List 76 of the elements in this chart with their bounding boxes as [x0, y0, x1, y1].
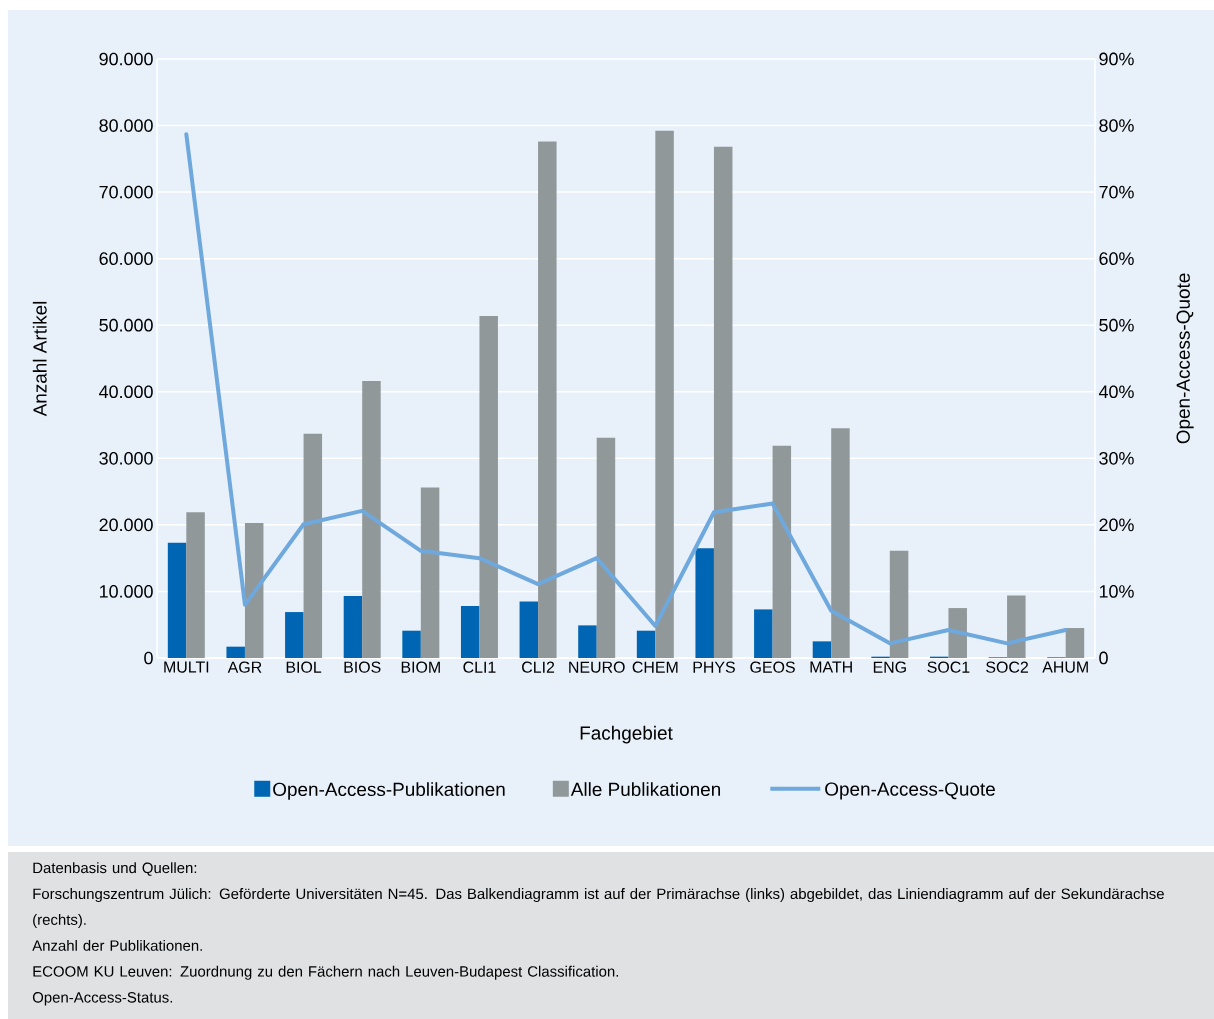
x-tick-label: SOC1	[927, 661, 970, 673]
bar	[479, 315, 498, 658]
bar	[636, 630, 656, 658]
bar	[596, 437, 616, 658]
bar	[420, 487, 440, 658]
bar	[889, 550, 909, 658]
legend-label: Open-Access-Publikationen	[273, 782, 505, 800]
y-tick-label: 40.000	[99, 385, 153, 399]
bar	[519, 601, 539, 658]
x-tick-label: BIOM	[401, 661, 440, 673]
y-tick-label: 50.000	[99, 318, 153, 332]
x-tick-label: AHUM	[1042, 661, 1088, 673]
y2-tick-label: 60%	[1099, 252, 1134, 265]
y-tick-label: 0	[144, 651, 153, 665]
x-tick-label: AGR	[227, 661, 262, 673]
y2-tick-label: 90%	[1099, 52, 1134, 66]
legend-label: Open-Access-Quote	[825, 782, 995, 800]
y-tick-label: 10.000	[100, 585, 153, 598]
x-tick-label: CLI2	[522, 661, 555, 673]
bar	[186, 512, 205, 658]
bar	[812, 641, 832, 658]
bar	[655, 130, 674, 658]
bar	[362, 381, 381, 658]
text: Anzahl der Publikationen.	[32, 939, 202, 951]
x-tick-label: NEURO	[569, 661, 625, 673]
x-tick-label: MULTI	[164, 661, 209, 673]
y2-tick-label: 20%	[1099, 518, 1134, 532]
y2-tick-label: 80%	[1099, 119, 1134, 132]
y2-tick-label: 70%	[1099, 185, 1134, 199]
y2-axis-title: Open-Access-Quote	[1176, 273, 1194, 444]
x-tick-label: GEOS	[750, 661, 795, 673]
x-tick-label: MATH	[810, 661, 852, 673]
text: Open-Access-Status.	[32, 992, 173, 1006]
y-tick-label: 70.000	[99, 185, 153, 199]
text: Forschungszentrum Jülich: Geförderte Universitäten N=45. Das Balkendiagramm ist auf der Primärachse (links) abgebildet, das Liniendiagramm auf der Sekundärachse (rechts).	[33, 888, 1164, 928]
x-tick-label: BIOS	[344, 661, 381, 673]
bar	[831, 428, 850, 658]
y-tick-label: 80.000	[99, 119, 153, 132]
legend-label: Alle Publikationen	[570, 782, 721, 797]
y2-tick-label: 30%	[1099, 451, 1134, 465]
bar	[343, 596, 363, 658]
bar	[948, 608, 967, 658]
line-series	[184, 132, 1068, 646]
y-tick-label: 60.000	[99, 252, 153, 265]
bar	[226, 646, 245, 658]
bar	[285, 612, 304, 658]
y-tick-label: 20.000	[99, 518, 153, 532]
bar	[244, 522, 264, 658]
x-tick-label: SOC2	[986, 661, 1028, 673]
y-tick-label: 30.000	[99, 451, 153, 465]
bar	[1007, 595, 1026, 658]
x-tick-label: CLI1	[463, 661, 496, 673]
bar	[695, 548, 714, 658]
x-tick-label: ENG	[873, 661, 906, 673]
text: Datenbasis und Quellen:	[33, 862, 197, 876]
bar	[1065, 628, 1085, 658]
bar	[538, 141, 557, 658]
x-tick-label: CHEM	[632, 661, 678, 673]
y2-tick-label: 50%	[1099, 318, 1134, 332]
bar	[167, 542, 187, 658]
y2-tick-label: 10%	[1099, 585, 1134, 598]
bar	[402, 630, 421, 658]
y2-tick-label: 40%	[1098, 385, 1134, 399]
text: ECOOM KU Leuven: Zuordnung zu den Fächern nach Leuven-Budapest Classification.	[33, 965, 619, 980]
bar	[713, 146, 733, 658]
bar	[772, 445, 792, 658]
bar	[303, 433, 323, 658]
x-tick-label: BIOL	[286, 661, 322, 673]
y-tick-label: 90.000	[99, 52, 153, 66]
bar	[460, 606, 480, 658]
x-axis-title: Fachgebiet	[580, 725, 673, 744]
y-axis-title: Anzahl Artikel	[32, 301, 47, 417]
x-tick-label: PHYS	[693, 661, 735, 673]
y2-tick-label: 0	[1099, 651, 1108, 665]
bar	[578, 625, 597, 658]
bar	[754, 609, 773, 658]
